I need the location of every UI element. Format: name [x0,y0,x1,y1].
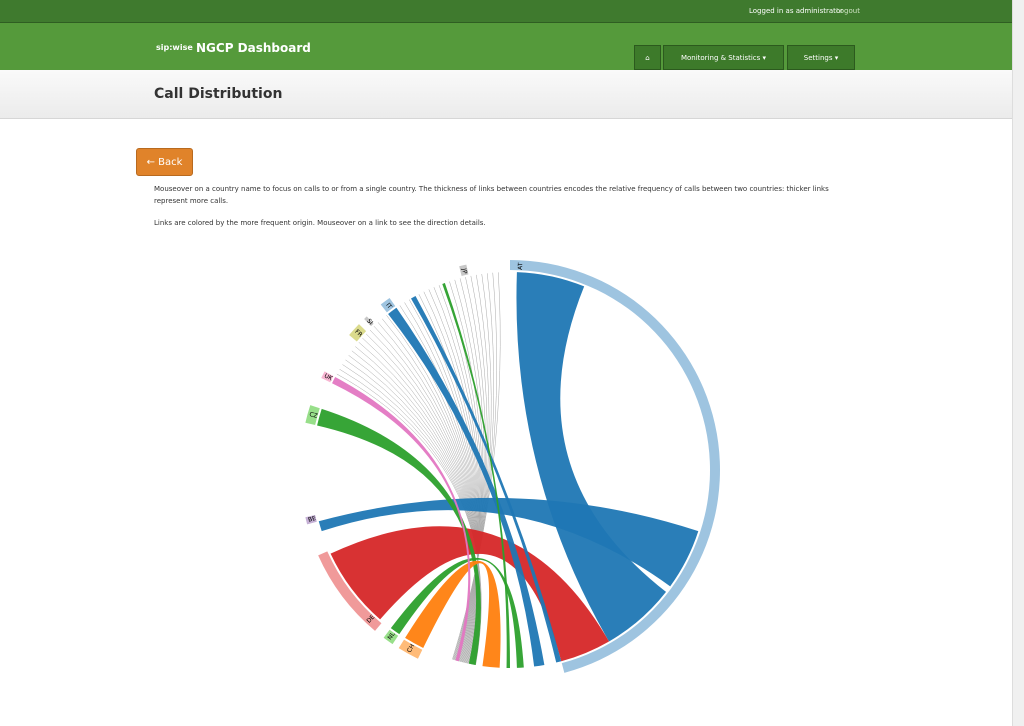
country-label: DE [365,614,376,625]
group-arc [321,371,334,383]
country-label: NL [386,630,397,641]
chord-link [442,283,510,668]
chord-thin [365,333,479,664]
chord-link [317,408,481,665]
back-button[interactable]: ← Back [136,148,193,176]
chord-thin [438,285,481,662]
monitoring-label: Monitoring & Statistics [680,54,761,62]
chord-link [516,272,667,642]
monitoring-menu[interactable]: Monitoring & Statistics ▾ [663,45,784,70]
chord-thin [369,329,479,664]
page-title: Call Distribution [154,86,283,102]
chord-thin [413,296,479,663]
country-label: AT [517,262,524,270]
paragraph: Links are colored by the more frequent o… [154,219,486,227]
chord-thin [433,287,481,662]
chord-thin [456,278,485,661]
chord-thin [345,359,481,665]
chord-thin [390,311,478,664]
chord-thin [386,315,479,664]
chord-link [332,377,471,662]
back-label: Back [158,157,183,168]
paragraph: Mouseover on a country name to focus on … [154,185,829,205]
chord-thin [358,342,480,665]
chord-thin [455,275,488,661]
group-arc [364,316,374,327]
settings-label: Settings [803,54,833,62]
group-arc [459,264,469,276]
chord-thin [377,322,479,664]
chord-link [390,557,524,668]
chord-thin [452,272,501,660]
chord-thin [455,277,486,661]
top-bar: Logged in as administrator Logout [0,0,1012,23]
chord-thin [362,337,480,665]
chord-thin [449,281,483,662]
chord-thin [399,305,479,663]
subheader: Call Distribution [0,70,1012,119]
chord-thin [382,318,479,664]
country-label: CZ [308,411,318,420]
chord-thin [336,373,482,666]
chord-thin [454,274,490,661]
chord-thin [355,346,480,665]
chord-link [318,497,699,587]
country-label: SI [365,318,374,327]
group-arc [510,260,721,673]
chord-thin [423,291,480,662]
chord-thin [342,364,481,665]
country-label: FR [353,328,363,338]
group-arc [380,297,396,313]
country-label: UK [323,372,335,383]
chord-link [411,295,562,663]
chord-thin [454,273,492,661]
brand-title[interactable]: NGCP Dashboard [196,41,311,55]
group-arc [383,629,399,645]
chord-link [405,560,501,668]
country-label: BE [307,515,317,524]
group-arc [398,639,423,659]
chord-thin [348,355,481,665]
settings-menu[interactable]: Settings ▾ [787,45,855,70]
chord-thin [404,302,479,663]
header: sip:wise NGCP Dashboard ⌂ Monitoring & S… [0,23,1012,70]
group-arc [305,405,320,426]
chord-thin [453,273,495,660]
chord-thin [395,308,478,663]
home-button[interactable]: ⌂ [634,45,661,70]
chord-thin [452,272,497,660]
chord-thin [351,350,480,665]
country-label: CH [406,643,416,654]
user-info: Logged in as administrator [749,7,844,15]
chord-link [330,526,609,662]
logo: sip:wise [156,43,193,52]
chord-thin [428,289,480,662]
chord-thin [443,283,482,662]
chord-link [388,307,545,667]
group-arc [305,514,317,525]
chord-thin [418,294,479,663]
chord-thin [408,299,479,663]
chord-thin [339,368,482,665]
country-label: JP [460,267,468,275]
chord-thin [454,279,484,661]
group-arc [349,324,367,342]
country-label: IT [384,302,393,311]
scrollbar [1012,0,1024,726]
logout-link[interactable]: Logout [836,7,860,15]
group-arc [318,551,382,631]
chord-thin [373,325,479,664]
